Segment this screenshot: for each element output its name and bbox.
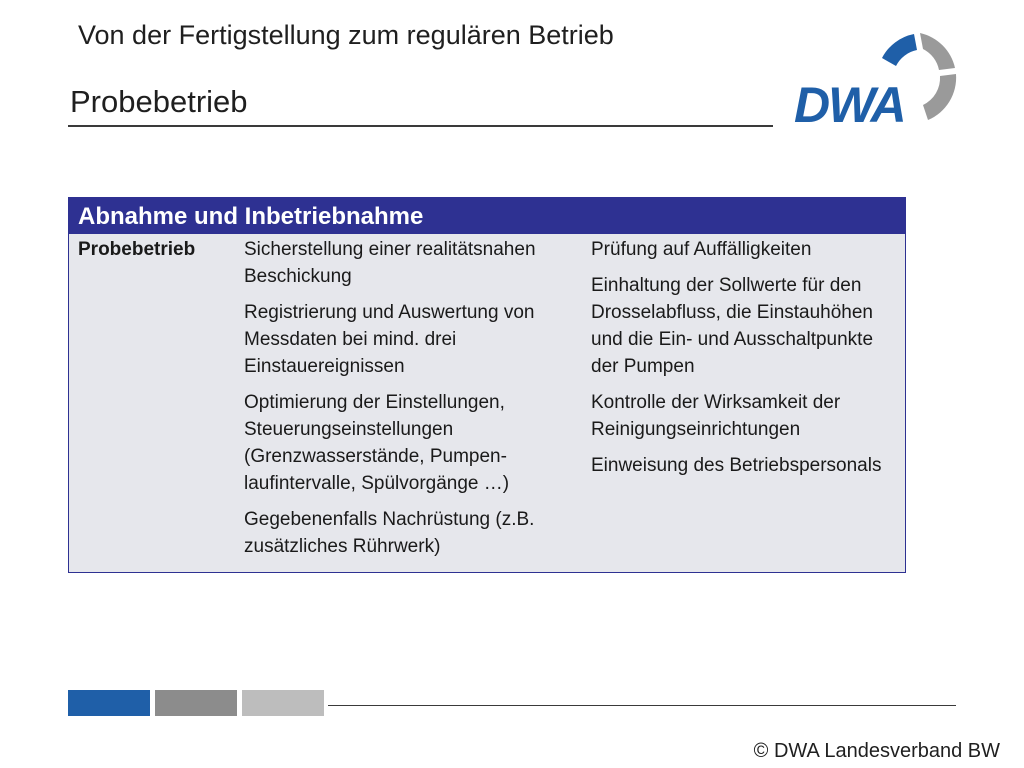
list-item: Einhaltung der Sollwerte für den Drossel…	[591, 275, 874, 377]
dwa-logo: DWA	[794, 33, 957, 128]
footer-bar-light-gray	[242, 690, 324, 716]
list-item: Prüfung auf Auffälligkeiten	[591, 239, 812, 260]
row-label: Probebetrieb	[78, 239, 196, 260]
footer-bar-gray	[155, 690, 237, 716]
measures-column: Sicherstellung einer realitätsnahen Besc…	[244, 236, 574, 569]
list-item: Registrierung und Auswertung von Messdat…	[244, 302, 535, 377]
title-divider	[68, 125, 773, 127]
table-header: Abnahme und Inbetriebnahme	[69, 198, 905, 234]
list-item: Kontrolle der Wirksamkeit der Reinigungs…	[591, 392, 841, 440]
footer-bar-blue	[68, 690, 150, 716]
checks-column: Prüfung auf Auffälligkeiten Einhaltung d…	[591, 236, 901, 488]
content-table: Abnahme und Inbetriebnahme Probebetrieb …	[68, 197, 906, 573]
copyright-notice: © DWA Landesverband BW	[753, 740, 1000, 762]
slide-subtitle: Von der Fertigstellung zum regulären Bet…	[78, 20, 614, 50]
list-item: Gegebenenfalls Nachrüstung (z.B. zusätzl…	[244, 509, 535, 557]
svg-text:DWA: DWA	[794, 77, 905, 128]
list-item: Einweisung des Betriebspersonals	[591, 455, 882, 476]
list-item: Sicherstellung einer realitätsnahen Besc…	[244, 239, 536, 287]
slide-title: Probebetrieb	[70, 84, 248, 119]
list-item: Optimierung der Einstellungen, Steuerung…	[244, 392, 510, 494]
footer-divider	[328, 705, 956, 706]
